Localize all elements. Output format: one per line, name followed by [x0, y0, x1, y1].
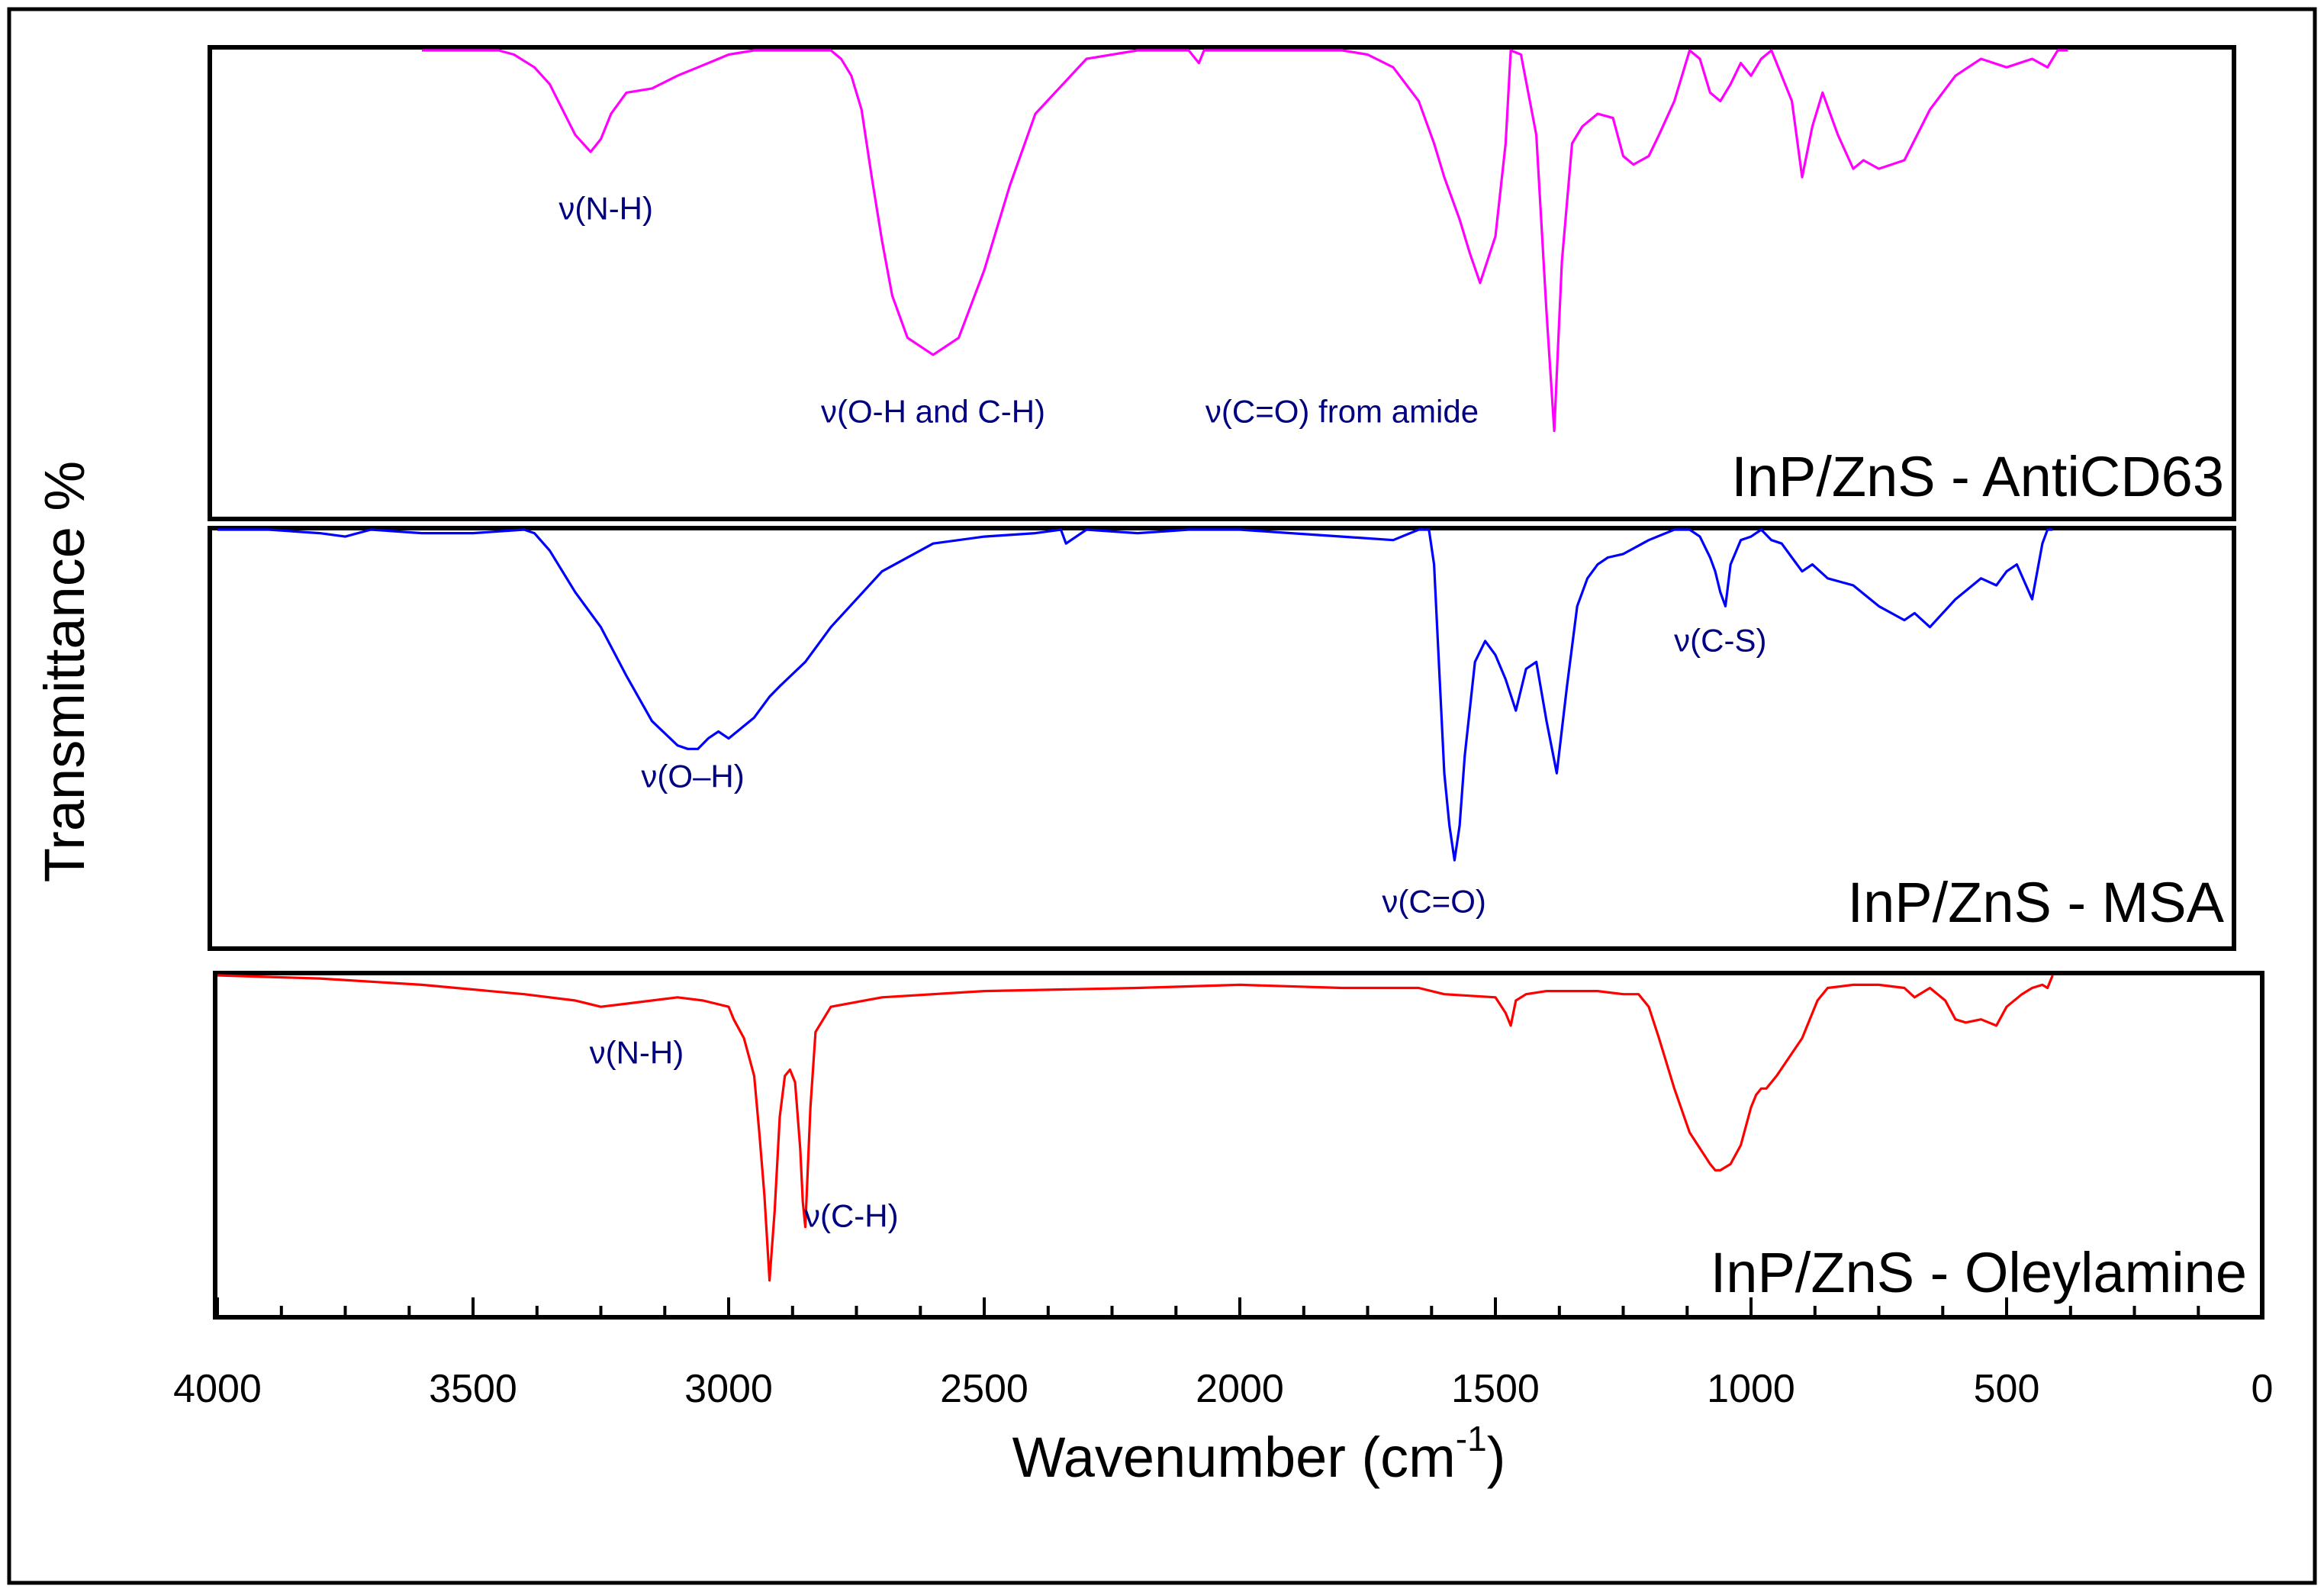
panels-group: ν(N-H) ν(O-H and C-H) ν(C=O) from amide InP…	[208, 45, 2264, 1320]
figure-border	[7, 7, 2317, 1585]
x-tick-label: 1000	[1707, 1367, 1795, 1411]
panel-3: ν(N-H) ν(C-H) InP/ZnS - Oleylamine	[213, 971, 2264, 1320]
y-axis-label: Transmittance %	[33, 461, 96, 882]
x-axis-label-superscript: -1	[1456, 1419, 1487, 1458]
panel-2: ν(O–H) ν(C=O) ν(C-S) InP/ZnS - MSA	[208, 526, 2236, 951]
panel-label: InP/ZnS - MSA	[1848, 871, 2225, 934]
x-tick-label: 3500	[429, 1367, 517, 1411]
peak-annotation: ν(C-H)	[804, 1198, 899, 1234]
x-tick-label: 2500	[940, 1367, 1028, 1411]
spectrum-line	[217, 974, 2054, 1282]
x-axis-label-main: Wavenumber (cm	[1012, 1426, 1456, 1489]
panel-1: ν(N-H) ν(O-H and C-H) ν(C=O) from amide InP…	[208, 45, 2236, 521]
x-tick-label: 500	[1974, 1367, 2040, 1411]
peak-annotation: ν(C-S)	[1674, 623, 1766, 659]
spectrum-line	[217, 528, 2053, 862]
x-tick-label: 1500	[1451, 1367, 1540, 1411]
spectrum-line	[422, 49, 2068, 433]
x-axis: 4000 3500 3000 2500 2000 1500 1000 500 0	[173, 1297, 2273, 1411]
peak-annotation: ν(N-H)	[558, 191, 653, 227]
x-axis-label: Wavenumber (cm-1)	[1012, 1419, 1506, 1489]
x-tick-label: 2000	[1196, 1367, 1284, 1411]
panel-label: InP/ZnS - AntiCD63	[1731, 445, 2224, 508]
x-tick-label: 3000	[684, 1367, 773, 1411]
panel-frame	[208, 526, 2236, 951]
peak-annotation: ν(C=O) from amide	[1205, 394, 1479, 430]
peak-annotation: ν(N-H)	[590, 1034, 684, 1070]
peak-annotation: ν(O–H)	[641, 758, 744, 794]
x-axis-label-close: )	[1487, 1426, 1506, 1489]
peak-annotation: ν(C=O)	[1382, 884, 1486, 920]
panel-frame	[208, 45, 2236, 521]
peak-annotation: ν(O-H and C-H)	[821, 394, 1045, 430]
panel-label: InP/ZnS - Oleylamine	[1711, 1241, 2247, 1304]
x-tick-label: 0	[2252, 1367, 2274, 1411]
x-tick-label: 4000	[173, 1367, 262, 1411]
